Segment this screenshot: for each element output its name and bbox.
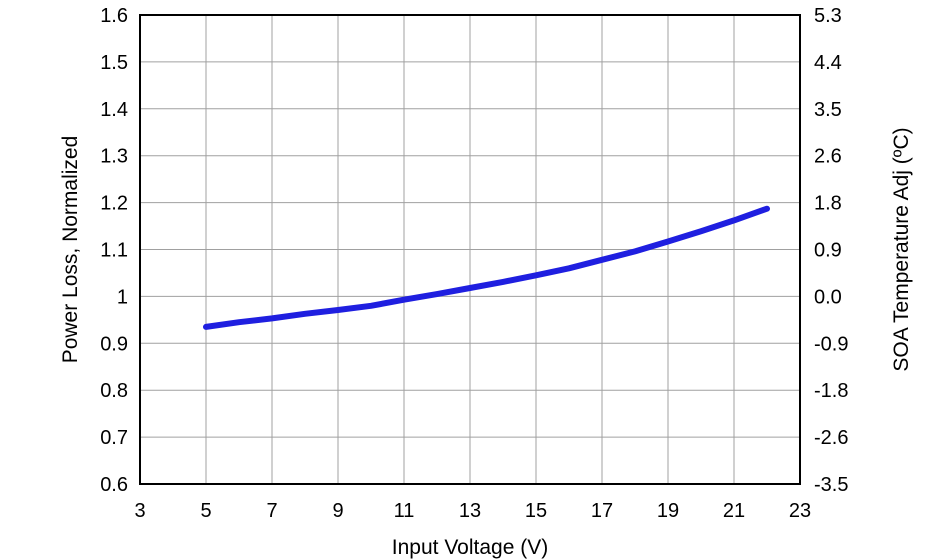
y-tick-label: 1.6 bbox=[100, 5, 128, 27]
y2-tick-label: 2.6 bbox=[814, 146, 842, 168]
x-tick-label: 19 bbox=[657, 500, 679, 522]
y2-tick-label: 3.5 bbox=[814, 99, 842, 121]
y-tick-label: 1.5 bbox=[100, 52, 128, 74]
y2-tick-label: 1.8 bbox=[814, 193, 842, 215]
x-tick-label: 7 bbox=[266, 500, 277, 522]
y-tick-label: 1.1 bbox=[100, 240, 128, 262]
y-tick-label: 1.2 bbox=[100, 193, 128, 215]
y2-tick-label: -1.8 bbox=[814, 380, 848, 402]
x-tick-label: 5 bbox=[200, 500, 211, 522]
y-tick-label: 0.6 bbox=[100, 474, 128, 496]
y2-tick-label: 5.3 bbox=[814, 5, 842, 27]
y-tick-labels: 0.6 0.7 0.8 0.9 1 1.1 1.2 1.3 1.4 1.5 1.6 bbox=[100, 5, 128, 496]
x-tick-label: 17 bbox=[591, 500, 613, 522]
x-tick-label: 21 bbox=[723, 500, 745, 522]
x-tick-label: 23 bbox=[789, 500, 811, 522]
x-tick-label: 9 bbox=[332, 500, 343, 522]
x-tick-label: 3 bbox=[134, 500, 145, 522]
y2-tick-label: 0.0 bbox=[814, 286, 842, 308]
x-tick-label: 13 bbox=[459, 500, 481, 522]
y-axis-title: Power Loss, Normalized bbox=[59, 136, 82, 364]
y2-tick-label: -0.9 bbox=[814, 333, 848, 355]
y-tick-label: 0.7 bbox=[100, 427, 128, 449]
series-line bbox=[203, 205, 770, 330]
x-axis-title: Input Voltage (V) bbox=[392, 536, 548, 559]
y-tick-label: 0.9 bbox=[100, 333, 128, 355]
series-layer bbox=[203, 205, 770, 330]
y2-tick-label: -3.5 bbox=[814, 474, 848, 496]
y-tick-label: 0.8 bbox=[100, 380, 128, 402]
y-tick-label: 1.3 bbox=[100, 146, 128, 168]
x-tick-label: 15 bbox=[525, 500, 547, 522]
y2-tick-label: 4.4 bbox=[814, 52, 842, 74]
plot-area-frame bbox=[139, 14, 801, 485]
y-tick-label: 1.4 bbox=[100, 99, 128, 121]
x-tick-label: 11 bbox=[394, 500, 415, 522]
y-tick-label: 1 bbox=[117, 286, 128, 308]
x-tick-labels: 3 5 7 9 11 13 15 17 19 21 23 bbox=[134, 500, 811, 522]
y2-tick-label: 0.9 bbox=[814, 240, 842, 262]
grid bbox=[140, 15, 800, 484]
y2-tick-labels: -3.5 -2.6 -1.8 -0.9 0.0 0.9 1.8 2.6 3.5 4.4 5.3 bbox=[814, 5, 848, 496]
y2-tick-label: -2.6 bbox=[814, 427, 848, 449]
y2-axis-title: SOA Temperature Adj (ºC) bbox=[890, 127, 913, 371]
